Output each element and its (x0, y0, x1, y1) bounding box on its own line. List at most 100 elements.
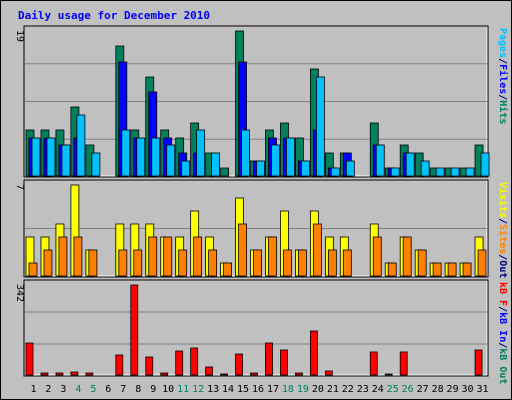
day-label: 3 (60, 384, 66, 395)
day-label: 28 (432, 384, 444, 395)
day-label: 8 (135, 384, 141, 395)
bar-kbf (205, 366, 214, 376)
day-label: 5 (90, 384, 96, 395)
bar-sites (462, 262, 472, 277)
bar-sites (148, 236, 158, 277)
day-label: 16 (252, 384, 264, 395)
bar-sites (88, 249, 98, 277)
legend-entry: / (497, 94, 508, 100)
bar-kbf (160, 372, 169, 376)
bar-sites (208, 249, 218, 277)
legend-entry: Hits (497, 100, 509, 124)
bar-sites (238, 223, 247, 277)
bar-pages (330, 167, 340, 177)
bar-pages (375, 144, 385, 177)
bar-pages (121, 129, 131, 177)
bar-sites (73, 236, 83, 277)
day-label: 23 (357, 384, 369, 395)
bar-kbf (145, 356, 154, 376)
bar-hits (220, 167, 229, 177)
bar-pages (345, 160, 355, 177)
bar-pages (61, 144, 71, 177)
bar-sites (372, 236, 382, 277)
legend-entry: kB F (497, 282, 508, 306)
bar-pages (46, 137, 56, 177)
day-label: 27 (417, 384, 429, 395)
bar-sites (268, 236, 277, 277)
bar-sites (387, 262, 397, 277)
day-label: 15 (237, 384, 249, 395)
bar-kbf (399, 351, 408, 376)
day-label: 12 (192, 384, 204, 395)
bar-sites (312, 223, 322, 277)
day-label: 29 (447, 384, 459, 395)
day-label: 18 (282, 384, 294, 395)
bar-kbf (115, 354, 124, 376)
bar-pages (136, 137, 146, 177)
legend-entry: / (497, 254, 508, 260)
day-label: 6 (105, 384, 111, 395)
legend-entry: / (497, 218, 508, 224)
bar-sites (163, 236, 173, 277)
legend-label: Visits/Sites/Out (497, 182, 509, 278)
panel-1: 19 Pages/Files/Hits (14, 25, 509, 178)
bar-sites (223, 262, 232, 277)
day-label: 26 (402, 384, 414, 395)
day-label: 30 (462, 384, 474, 395)
bar-pages (256, 160, 265, 177)
bar-sites (193, 236, 203, 277)
bar-sites (477, 249, 487, 277)
day-label: 17 (267, 384, 279, 395)
chart-title: Daily usage for December 2010 (18, 9, 210, 22)
legend-label: kB F/kB In/kB Out (497, 282, 508, 384)
day-label: 24 (372, 384, 384, 395)
bar-sites (58, 236, 68, 277)
bar-pages (91, 152, 101, 177)
bar-kbf (280, 349, 288, 376)
bar-kbf (220, 373, 228, 376)
legend-entry: kB Out (497, 348, 508, 384)
bar-pages (286, 137, 295, 177)
bar-kbf (250, 372, 258, 376)
legend-entry: Pages (497, 28, 508, 58)
bar-pages (151, 137, 161, 177)
legend-entry: / (497, 306, 508, 312)
bar-sites (133, 249, 143, 277)
bar-pages (196, 129, 206, 177)
axis-max-label: 342 (14, 284, 25, 302)
axis-max-label: 19 (14, 30, 25, 42)
day-label: 25 (387, 384, 399, 395)
day-label: 11 (177, 384, 189, 395)
bar-kbf (40, 372, 49, 376)
day-label: 21 (327, 384, 339, 395)
day-label: 19 (297, 384, 309, 395)
bar-kbf (70, 371, 79, 376)
bar-kbf (85, 372, 94, 376)
bar-sites (178, 249, 188, 277)
panel-frame (23, 279, 489, 377)
bar-pages (76, 114, 86, 177)
bar-sites (118, 249, 128, 277)
bar-kbf (295, 372, 303, 376)
bar-sites (447, 262, 457, 277)
day-label: 9 (150, 384, 156, 395)
legend-entry: Visits (497, 182, 509, 218)
legend-entry: / (497, 58, 508, 64)
day-label: 1 (30, 384, 36, 395)
bar-kbf (474, 349, 483, 376)
bar-kbf (235, 353, 243, 376)
bar-sites (342, 249, 352, 277)
bar-kbf (324, 370, 333, 376)
panel-3: 342 kB F/kB In/kB Out (14, 279, 508, 384)
bar-sites (417, 249, 427, 277)
bar-sites (402, 236, 412, 277)
bar-pages (315, 76, 325, 177)
legend-entry: Sites (497, 224, 509, 254)
bar-kbf (55, 372, 64, 376)
legend-entry: Files (497, 64, 509, 94)
bar-pages (211, 152, 221, 177)
legend-label: Pages/Files/Hits (497, 28, 509, 124)
day-label: 14 (222, 384, 234, 395)
